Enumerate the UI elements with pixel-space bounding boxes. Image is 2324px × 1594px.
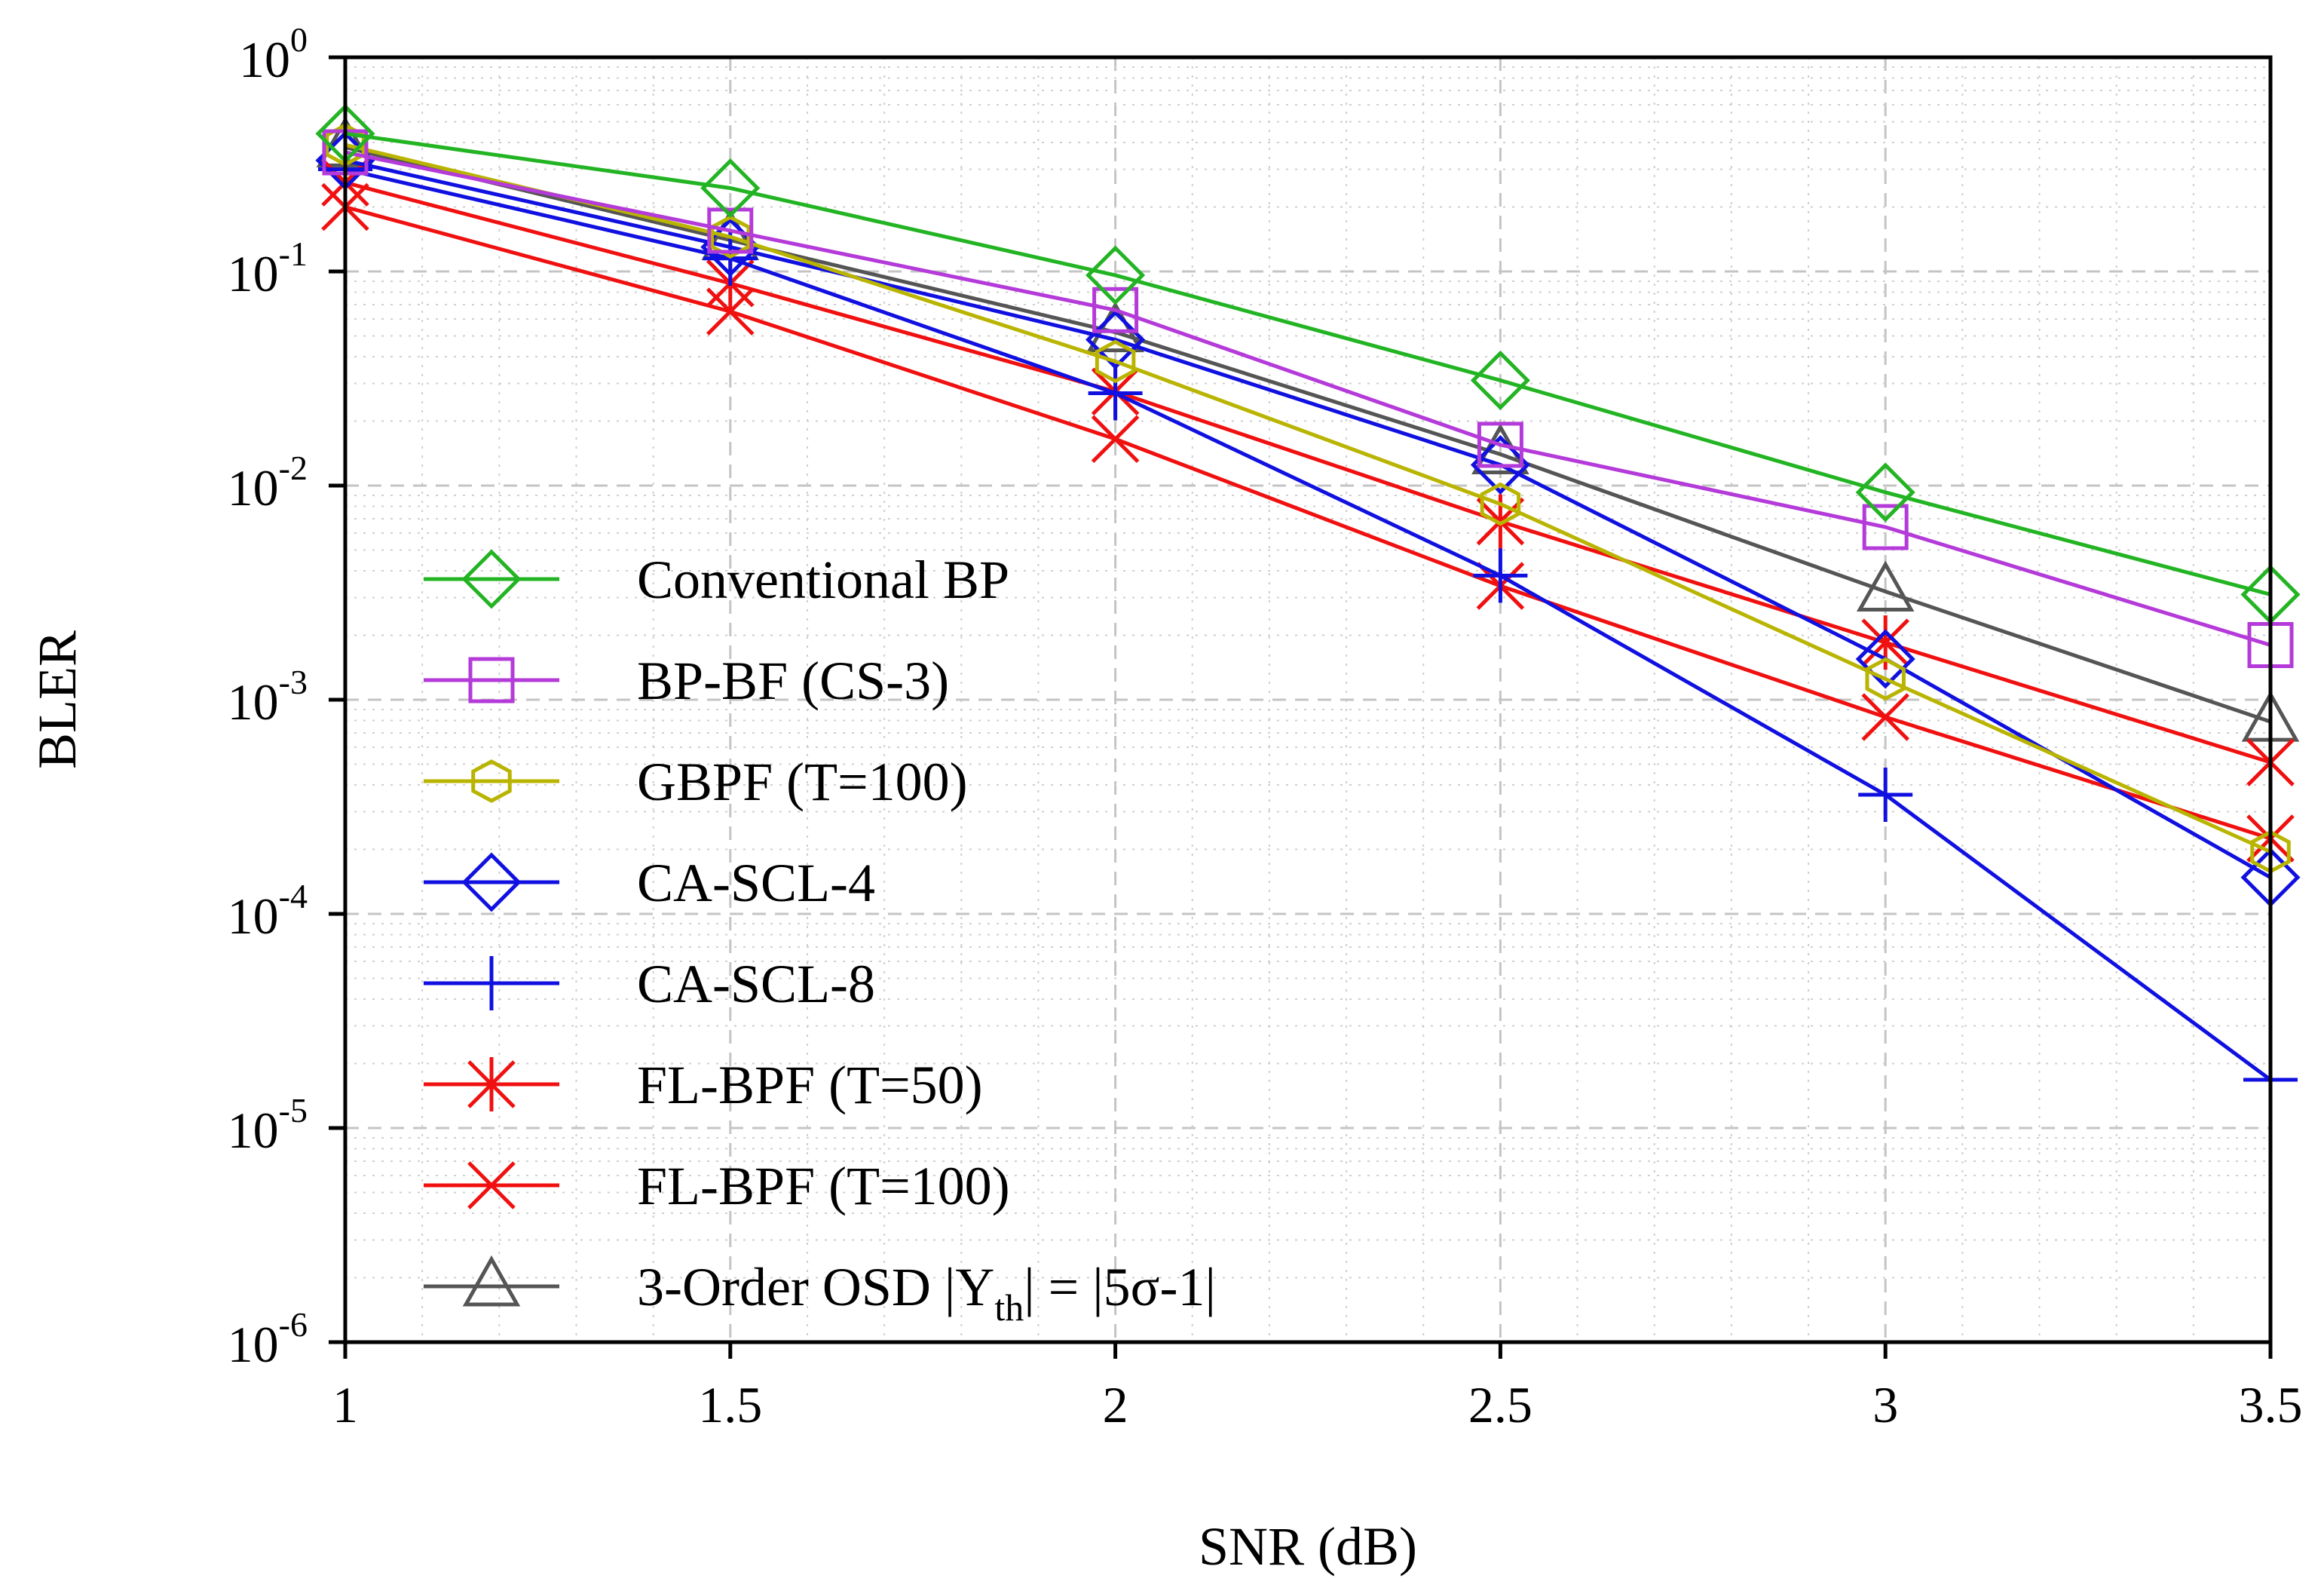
- legend-item-fl-bpf-t50: FL-BPF (T=50): [424, 1055, 983, 1115]
- legend-item-fl-bpf-t100: FL-BPF (T=100): [424, 1156, 1010, 1216]
- data-point-bp-bf-cs3: [1092, 287, 1139, 333]
- y-tick-label: 100: [239, 20, 308, 88]
- series-line-gbpf-t100: [344, 143, 2272, 854]
- legend-marker-triangle-icon: [462, 1255, 521, 1307]
- legend-item-bp-bf-cs3: BP-BF (CS-3): [424, 651, 949, 711]
- data-point-ca-scl-8: [1088, 366, 1143, 421]
- legend-label: CA-SCL-4: [637, 853, 875, 913]
- x-tick-label: 1.5: [698, 1376, 762, 1433]
- y-tick-label: 10-1: [228, 235, 308, 302]
- series-line-ca-scl-4: [344, 158, 2272, 879]
- legend-marker-hexagon-icon: [471, 759, 512, 803]
- x-tick-label: 2: [1103, 1376, 1128, 1433]
- legend-marker-square-icon: [468, 657, 515, 704]
- data-point-fl-bpf-t100: [1091, 415, 1140, 464]
- y-tick-label: 10-5: [228, 1091, 308, 1159]
- data-point-fl-bpf-t100: [1861, 693, 1909, 741]
- ticks: 1 1.5 2 2.5 3 3.5 100 10-1 10-2 10-3 10-4 10-5 10-6: [228, 20, 2303, 1433]
- y-tick-label: 10-6: [228, 1305, 308, 1373]
- legend-marker-diamond-icon: [461, 852, 522, 912]
- data-point-osd-3order: [1856, 560, 1915, 612]
- legend-marker-plus-icon: [464, 956, 519, 1010]
- legend-label: BP-BF (CS-3): [637, 651, 949, 711]
- series-group: [315, 103, 2301, 1108]
- data-point-bp-bf-cs3: [707, 207, 754, 254]
- data-point-bp-bf-cs3: [1862, 504, 1909, 550]
- legend-item-gbpf-t100: GBPF (T=100): [424, 752, 968, 812]
- legend-label: GBPF (T=100): [637, 752, 968, 812]
- legend-label: CA-SCL-8: [637, 954, 875, 1014]
- y-tick-label: 10-3: [228, 663, 308, 731]
- legend-marker-asterisk-icon: [467, 1057, 516, 1111]
- series-line-ca-scl-8: [344, 167, 2272, 1082]
- data-point-conventional-bp: [1855, 462, 1915, 523]
- legend-item-ca-scl-4: CA-SCL-4: [424, 852, 875, 913]
- legend-item-osd-3order: 3-Order OSD |Yth| = |5σ-1|: [424, 1255, 1216, 1329]
- series-line-osd-3order: [344, 145, 2271, 724]
- series-line-bp-bf-cs3: [344, 150, 2271, 647]
- y-tick-label: 10-2: [228, 449, 308, 517]
- data-point-gbpf-t100: [1095, 339, 1136, 384]
- series-line-fl-bpf-t50: [344, 180, 2271, 765]
- data-point-ca-scl-8: [1858, 768, 1913, 823]
- data-point-gbpf-t100: [1480, 482, 1521, 526]
- y-axis-title: BLER: [27, 630, 87, 769]
- data-point-conventional-bp: [700, 158, 761, 219]
- y-tick-label: 10-4: [228, 877, 308, 945]
- series-fl-bpf-t100: [321, 182, 2295, 863]
- data-point-ca-scl-8: [1473, 548, 1528, 603]
- legend-item-ca-scl-8: CA-SCL-8: [424, 954, 875, 1014]
- legend: Conventional BP BP-BF (CS-3) GBPF (T=100) C…: [424, 549, 1216, 1329]
- x-axis-title: SNR (dB): [1199, 1516, 1417, 1577]
- x-tick-label: 1: [332, 1376, 358, 1433]
- legend-marker-diamond-icon: [461, 549, 522, 609]
- legend-label: 3-Order OSD |Yth| = |5σ-1|: [637, 1257, 1216, 1329]
- x-tick-label: 3: [1872, 1376, 1898, 1433]
- data-point-conventional-bp: [1470, 350, 1530, 410]
- data-point-bp-bf-cs3: [1477, 421, 1523, 468]
- legend-label: Conventional BP: [637, 550, 1009, 610]
- data-point-ca-scl-4: [1470, 434, 1530, 495]
- legend-item-conventional-bp: Conventional BP: [424, 549, 1009, 610]
- x-tick-label: 3.5: [2239, 1376, 2303, 1433]
- series-line-conventional-bp: [344, 131, 2271, 596]
- data-point-conventional-bp: [1085, 245, 1146, 305]
- data-point-ca-scl-4: [1855, 629, 1915, 689]
- legend-marker-x-icon: [467, 1161, 516, 1209]
- legend-label: FL-BPF (T=100): [637, 1156, 1010, 1216]
- x-tick-label: 2.5: [1468, 1376, 1532, 1433]
- data-point-gbpf-t100: [1865, 657, 1906, 701]
- legend-label: FL-BPF (T=50): [637, 1055, 983, 1115]
- series-line-fl-bpf-t100: [344, 205, 2271, 841]
